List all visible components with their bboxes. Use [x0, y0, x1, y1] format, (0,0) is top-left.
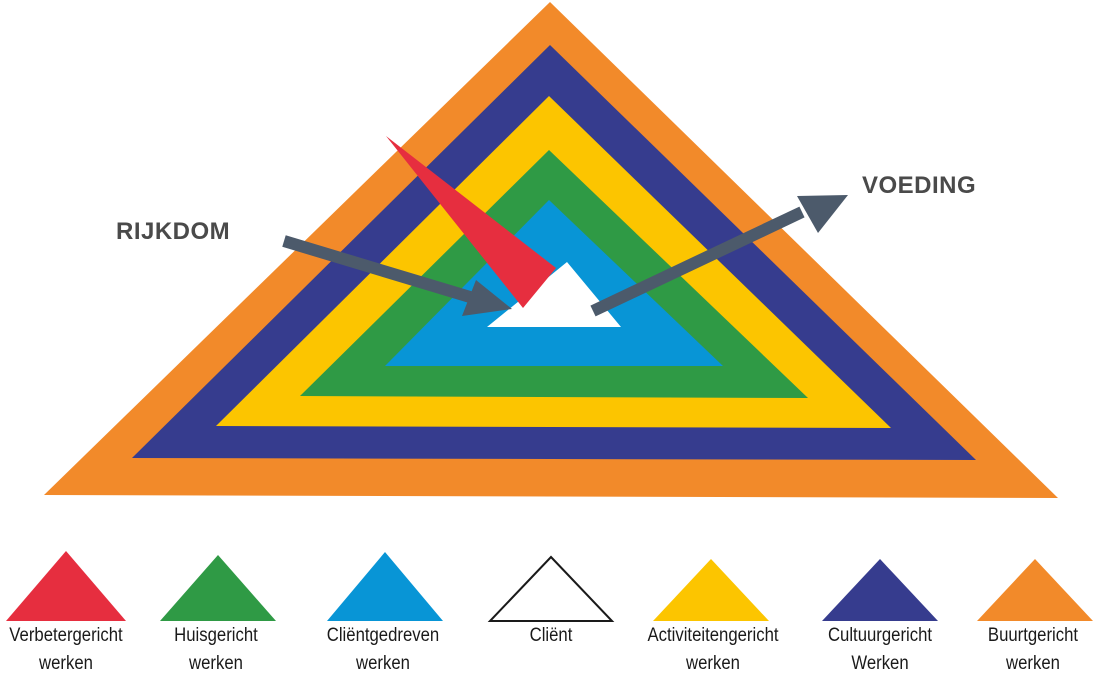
legend-label-line1: Verbetergericht	[9, 625, 123, 646]
legend-label-line2: werken	[189, 653, 243, 674]
legend-swatch-0	[6, 551, 126, 621]
legend-label-5: Cultuurgericht Werken	[828, 622, 932, 678]
legend-swatch-2	[327, 552, 443, 621]
legend-label-line1: Activiteitengericht	[647, 625, 779, 646]
legend-label-line1: Cliëntgedreven	[326, 625, 440, 646]
legend-swatch-3	[487, 555, 615, 622]
legend-label-line2: werken	[1006, 653, 1060, 674]
voeding-label: VOEDING	[862, 172, 977, 199]
verbetergericht-pointer	[386, 136, 556, 308]
legend-swatch-1	[160, 555, 276, 621]
legend-label-3: Cliënt	[530, 622, 573, 650]
legend-label-line2: Werken	[851, 653, 909, 674]
legend-label-1: Huisgericht werken	[174, 622, 258, 678]
legend-label-4: Activiteitengericht werken	[647, 622, 778, 678]
legend-swatch-6	[977, 559, 1093, 621]
layer-client	[487, 262, 621, 327]
legend-label-line2: werken	[356, 653, 410, 674]
legend-label-0: Verbetergericht werken	[9, 622, 122, 678]
legend-label-line2: werken	[39, 653, 93, 674]
legend-label-line1: Cultuurgericht	[827, 625, 933, 646]
legend-swatch-4	[653, 559, 769, 621]
legend-swatch-5	[822, 559, 938, 621]
legend-label-line1: Buurtgericht	[987, 625, 1079, 646]
rijkdom-arrow	[282, 235, 512, 316]
legend-label-6: Buurtgericht werken	[988, 622, 1078, 678]
rijkdom-label: RIJKDOM	[116, 218, 231, 245]
legend-label-2: Cliëntgedreven werken	[327, 622, 439, 678]
legend-label-line1: Huisgericht	[174, 625, 258, 646]
legend-shapes	[6, 551, 1093, 622]
voeding-arrow	[590, 195, 848, 317]
legend-label-line1: Cliënt	[529, 625, 573, 646]
legend-label-line2: werken	[686, 653, 740, 674]
